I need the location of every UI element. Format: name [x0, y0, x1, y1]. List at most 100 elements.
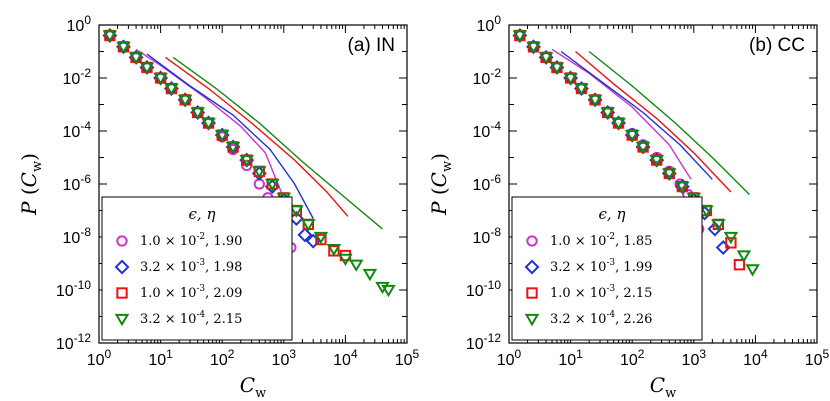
- data-point: [338, 253, 353, 267]
- legend-label: 3.2 × 10-4, 2.26: [550, 310, 652, 327]
- fit-line-1: [551, 48, 692, 180]
- y-tick-label: 100: [477, 13, 502, 35]
- data-point: [375, 281, 390, 295]
- data-point: [587, 94, 603, 108]
- data-point: [265, 178, 280, 192]
- y-tick-label: 10-2: [473, 66, 502, 88]
- data-point: [297, 227, 313, 243]
- data-point: [362, 268, 378, 282]
- x-tick-label: 102: [210, 347, 235, 369]
- y-tick-label: 10-10: [56, 278, 91, 300]
- legend-label: 1.0 × 10-2, 1.90: [140, 232, 242, 249]
- legend-box: [511, 196, 703, 341]
- data-point: [348, 259, 364, 272]
- y-tick-label: 10-2: [63, 66, 92, 88]
- data-point: [381, 284, 396, 298]
- data-point: [116, 41, 131, 55]
- plot-frame: [98, 24, 408, 344]
- data-point: [512, 30, 528, 43]
- data-point: [723, 231, 739, 245]
- x-tick-label: 105: [395, 347, 420, 369]
- chart-panel-2: 100 101 102 103 104 105 100 10-2 10-4 10-6 10-8 10-…: [427, 13, 830, 401]
- legend-box: [101, 196, 293, 341]
- legend-label: 1.0 × 10-3, 2.09: [140, 284, 242, 301]
- data-point: [699, 205, 714, 218]
- x-tick-label: 104: [743, 347, 768, 369]
- legend-label: 3.2 × 10-3, 1.99: [550, 258, 652, 275]
- data-point: [177, 94, 193, 108]
- data-point: [313, 231, 329, 245]
- fit-line-2: [146, 53, 314, 219]
- x-tick-label: 100: [497, 347, 522, 369]
- data-point: [326, 243, 342, 257]
- data-point: [662, 168, 677, 181]
- legend-marker: [114, 259, 130, 275]
- data-point: [624, 129, 640, 143]
- y-axis-label: P (Cw): [17, 153, 45, 216]
- y-tick-label: 10-4: [63, 119, 92, 141]
- data-point: [563, 72, 578, 86]
- data-point: [715, 240, 731, 256]
- legend: ϵ, η 1.0 × 10-2, 1.85 3.2 × 10-3, 1.99 1.0 …: [511, 196, 703, 341]
- panel-title: (b) CC: [749, 35, 805, 56]
- x-tick-label: 101: [148, 347, 173, 369]
- fit-line-4: [172, 56, 383, 230]
- data-point: [128, 52, 144, 65]
- legend-marker: [116, 287, 128, 299]
- x-tick-label: 103: [682, 347, 707, 369]
- y-tick-label: 10-8: [63, 225, 92, 247]
- data-point: [600, 107, 615, 120]
- legend-marker: [524, 259, 540, 275]
- data-point: [301, 219, 316, 232]
- data-point: [675, 181, 690, 194]
- data-point: [649, 154, 664, 168]
- legend-label: 3.2 × 10-3, 1.98: [140, 258, 242, 275]
- data-point: [153, 72, 168, 86]
- data-point: [736, 250, 752, 263]
- data-point: [239, 154, 254, 168]
- data-point: [252, 166, 267, 179]
- data-point: [289, 205, 304, 218]
- legend-title: ϵ, η: [599, 205, 626, 223]
- legend-label: 1.0 × 10-3, 2.15: [550, 284, 652, 301]
- series-4: [102, 30, 396, 298]
- legend-marker: [526, 287, 538, 299]
- plot-frame: [508, 24, 818, 344]
- y-tick-label: 10-12: [466, 331, 501, 353]
- data-point: [315, 233, 327, 246]
- x-tick-label: 102: [620, 347, 645, 369]
- legend-marker: [524, 313, 540, 327]
- fit-line-3: [165, 56, 349, 217]
- y-tick-label: 10-8: [473, 225, 502, 247]
- fit-line-2: [560, 50, 713, 180]
- y-tick-label: 10-10: [466, 278, 501, 300]
- x-tick-label: 101: [558, 347, 583, 369]
- data-point: [745, 264, 760, 277]
- x-axis-label: Cw: [240, 373, 266, 401]
- data-point: [305, 233, 321, 249]
- data-point: [538, 52, 554, 65]
- chart-panel-1: 100 101 102 103 104 105 100 10-2 10-4 10-6 10-8 10-…: [17, 13, 420, 401]
- x-tick-label: 100: [87, 347, 112, 369]
- fit-line-1: [135, 48, 290, 211]
- data-point: [225, 141, 241, 155]
- x-tick-label: 104: [333, 347, 358, 369]
- data-point: [214, 129, 230, 143]
- x-axis-label: Cw: [650, 373, 676, 401]
- fit-line-4: [588, 50, 750, 195]
- fit-line-3: [575, 50, 732, 193]
- y-tick-label: 10-6: [63, 172, 92, 194]
- legend-marker: [526, 235, 538, 247]
- legend-label: 1.0 × 10-2, 1.85: [550, 232, 652, 249]
- data-point: [611, 117, 626, 131]
- legend-title: ϵ, η: [189, 205, 216, 223]
- data-point: [549, 62, 565, 75]
- y-tick-label: 10-6: [473, 172, 502, 194]
- panel-title: (a) IN: [348, 35, 396, 56]
- data-point: [725, 237, 737, 249]
- data-point: [201, 117, 216, 131]
- data-point: [635, 141, 651, 155]
- data-point: [102, 30, 118, 43]
- legend-marker: [116, 235, 128, 247]
- y-tick-label: 10-4: [473, 119, 502, 141]
